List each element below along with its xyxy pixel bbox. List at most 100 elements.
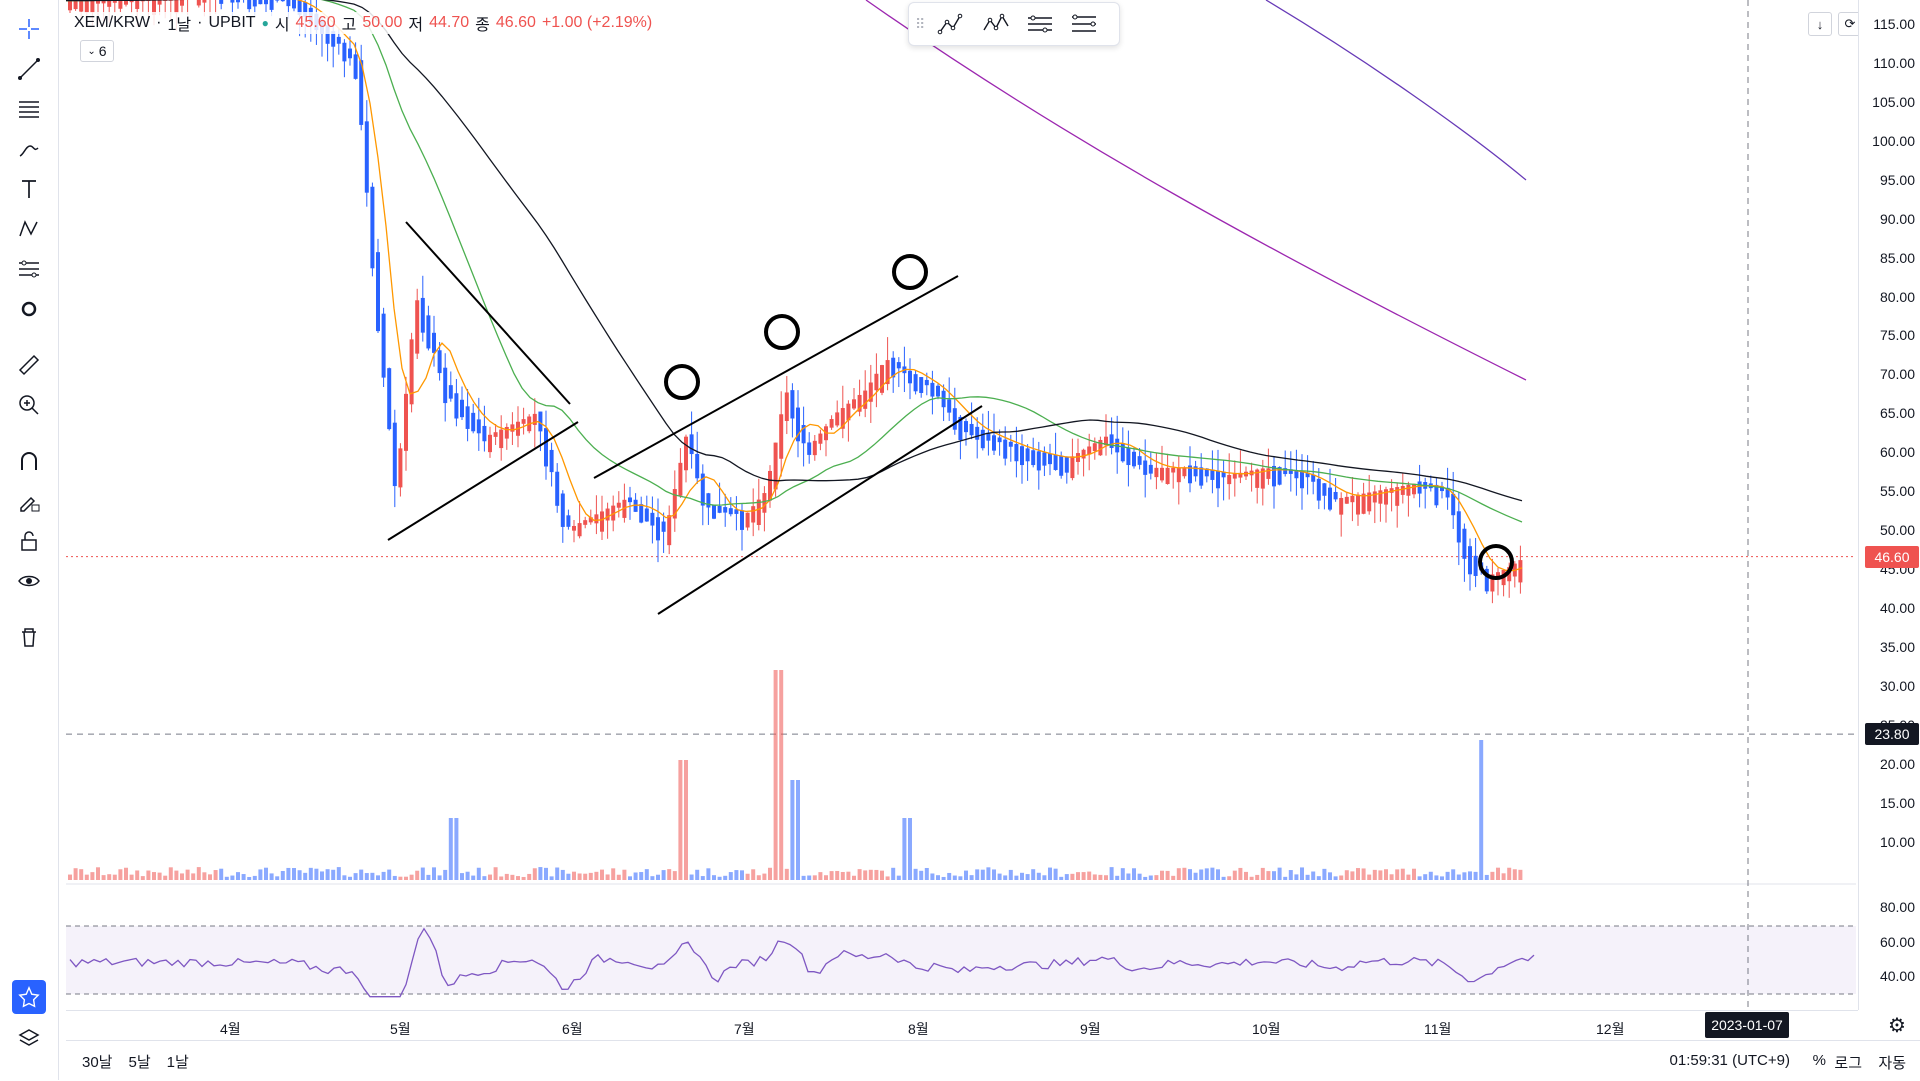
indicator-toggle-button[interactable]: ⌄ 6 [80, 40, 114, 62]
forecast-icon[interactable] [12, 252, 46, 286]
volume-bar [1249, 876, 1254, 880]
volume-bar [1165, 870, 1170, 880]
candle-body [975, 426, 980, 440]
candle-body [1406, 484, 1411, 496]
candle-body [801, 425, 806, 444]
log-toggle[interactable]: 로그 [1834, 1055, 1862, 1072]
volume-bar [297, 870, 302, 880]
candle-body [79, 0, 84, 12]
abcde-pattern-icon[interactable] [977, 8, 1015, 40]
range-5d[interactable]: 5날 [128, 1053, 151, 1071]
volume-bar [616, 874, 621, 880]
candle-body [73, 0, 78, 10]
candle-body [107, 0, 112, 7]
candle-body [219, 0, 224, 4]
volume-bar [975, 869, 980, 880]
volume-bar [712, 875, 716, 880]
volume-bar [1288, 870, 1293, 880]
volume-bar [1462, 872, 1467, 880]
volume-bar [1451, 869, 1456, 880]
magnet-icon[interactable] [12, 444, 46, 478]
eye-icon[interactable] [12, 564, 46, 598]
candle-body [297, 0, 302, 15]
abc-pattern-icon[interactable] [933, 8, 971, 40]
candle-body [168, 0, 173, 1]
price-tick: 10.00 [1879, 833, 1915, 850]
low-value: 44.70 [429, 14, 470, 31]
candle-body [1255, 469, 1260, 488]
low-label: 저 [408, 17, 424, 34]
arrow-down-icon[interactable]: ↓ [1808, 12, 1832, 36]
fib-retracement-icon[interactable] [12, 92, 46, 126]
text-icon[interactable] [12, 172, 46, 206]
auto-toggle[interactable]: 자동 [1878, 1055, 1906, 1072]
price-axis[interactable]: 115.00 110.00 105.00 100.00 95.00 90.00 85.00 8… [1858, 0, 1920, 1010]
circle-shape-icon[interactable] [12, 292, 46, 326]
volume-bar [68, 874, 72, 880]
volume-bar [437, 875, 442, 880]
star-icon[interactable] [12, 980, 46, 1014]
trend-line-icon[interactable] [12, 52, 46, 86]
candle-body [1014, 444, 1019, 462]
candle-body [387, 368, 392, 430]
candle-body [247, 0, 252, 10]
volume-bar [924, 867, 929, 880]
volume-bar [1339, 875, 1344, 880]
price-tick: 35.00 [1879, 638, 1915, 655]
candle-body [336, 36, 341, 44]
lock-drawing-icon[interactable] [12, 484, 46, 518]
price-chart[interactable] [66, 0, 1856, 1010]
interval[interactable]: 1날 [167, 17, 192, 34]
volume-bar [891, 867, 896, 880]
trash-icon[interactable] [12, 620, 46, 654]
volume-bar [1120, 868, 1125, 880]
candle-body [1389, 488, 1394, 493]
candle-body [1518, 560, 1523, 583]
layers-icon[interactable] [12, 1022, 46, 1056]
volume-bar [1154, 875, 1159, 880]
volume-bar [588, 872, 593, 880]
volume-bar [415, 870, 420, 880]
fib-channel-icon[interactable] [1021, 8, 1059, 40]
lock-icon[interactable] [12, 524, 46, 558]
volume-bar [779, 670, 784, 880]
volume-bar [807, 875, 812, 880]
ma-long1-line [865, 0, 1527, 381]
volume-bar [1076, 872, 1080, 880]
volume-bar [997, 873, 1002, 880]
pattern-icon[interactable] [12, 212, 46, 246]
crosshair-icon[interactable] [12, 12, 46, 46]
volume-bar [852, 875, 856, 880]
volume-bar [196, 867, 201, 880]
volume-bar [1479, 740, 1484, 880]
volume-bar [1199, 869, 1204, 880]
candle-body [1087, 446, 1092, 455]
volume-bar [846, 871, 851, 880]
range-1d[interactable]: 1날 [166, 1053, 189, 1071]
zoom-in-icon[interactable] [12, 388, 46, 422]
price-tick: 85.00 [1879, 249, 1915, 266]
volume-bar [129, 874, 134, 880]
range-30d[interactable]: 30날 [82, 1053, 113, 1071]
volume-bar [527, 873, 532, 880]
volume-bar [1378, 870, 1383, 880]
percent-toggle[interactable]: % [1812, 1052, 1826, 1069]
close-label: 종 [475, 17, 490, 34]
symbol-name[interactable]: XEM/KRW [74, 14, 151, 31]
volume-bar [247, 876, 252, 880]
candle-body [723, 507, 728, 513]
volume-bar [124, 867, 128, 880]
brush-icon[interactable] [12, 132, 46, 166]
gear-icon[interactable]: ⚙ [1888, 1014, 1906, 1037]
drag-handle-icon[interactable]: ⠿ [915, 15, 926, 32]
volume-bar [1025, 874, 1030, 880]
candle-body [840, 408, 845, 429]
volume-bar [1227, 876, 1232, 880]
volume-bar [723, 875, 728, 880]
volume-bar [510, 874, 515, 880]
ruler-icon[interactable] [12, 348, 46, 382]
candle-body [672, 489, 677, 519]
parallel-channel-icon[interactable] [1065, 8, 1103, 40]
circle-marker [892, 254, 928, 290]
